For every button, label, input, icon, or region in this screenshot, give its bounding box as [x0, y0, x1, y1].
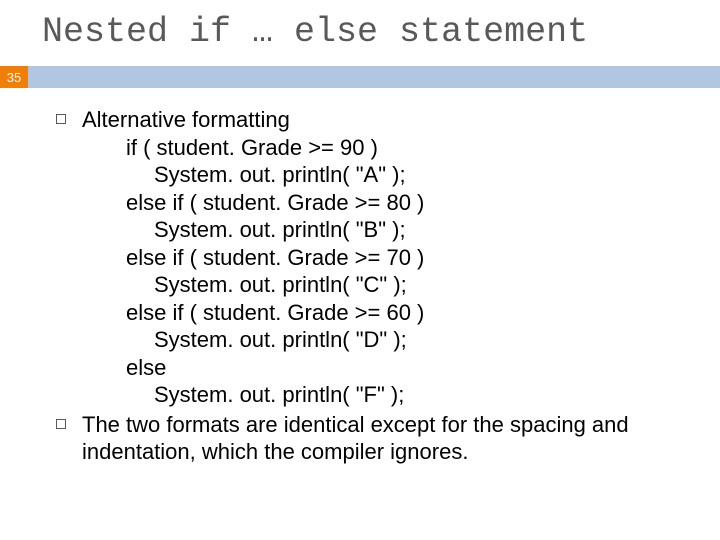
- slide-content: Alternative formatting if ( student. Gra…: [0, 88, 720, 466]
- code-line: System. out. println( "F" );: [126, 381, 680, 409]
- bullet-item: Alternative formatting: [56, 106, 680, 134]
- bullet-marker: [56, 114, 66, 124]
- code-line: else if ( student. Grade >= 70 ): [126, 244, 680, 272]
- code-line: System. out. println( "A" );: [126, 161, 680, 189]
- slide-number-badge: 35: [0, 66, 28, 88]
- slide-number-bar: [28, 66, 720, 88]
- code-line: else: [126, 354, 680, 382]
- slide-title: Nested if … else statement: [0, 0, 720, 52]
- bullet-marker: [56, 419, 66, 429]
- code-line: System. out. println( "B" );: [126, 216, 680, 244]
- code-line: System. out. println( "C" );: [126, 271, 680, 299]
- code-line: else if ( student. Grade >= 80 ): [126, 189, 680, 217]
- code-line: else if ( student. Grade >= 60 ): [126, 299, 680, 327]
- bullet-text: Alternative formatting: [82, 106, 290, 134]
- code-line: if ( student. Grade >= 90 ): [126, 134, 680, 162]
- bullet-text: The two formats are identical except for…: [82, 411, 680, 466]
- code-line: System. out. println( "D" );: [126, 326, 680, 354]
- bullet-item: The two formats are identical except for…: [56, 411, 680, 466]
- code-block: if ( student. Grade >= 90 ) System. out.…: [126, 134, 680, 409]
- slide-number-row: 35: [0, 66, 720, 88]
